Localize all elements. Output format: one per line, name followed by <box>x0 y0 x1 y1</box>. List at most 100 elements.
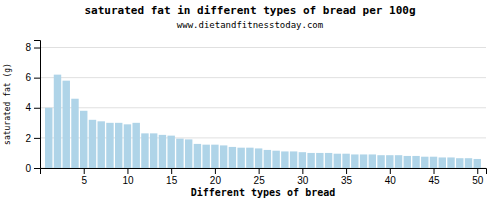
plot: 5 10 15 20 25 30 35 40 45 50 0 2 4 6 8 <box>25 41 486 187</box>
bar <box>474 159 481 168</box>
y-tick-label: 4 <box>25 102 31 113</box>
bar <box>369 154 376 168</box>
bar <box>124 124 131 168</box>
bar <box>351 154 358 168</box>
y-axis-line <box>34 41 41 169</box>
bar <box>316 153 323 168</box>
x-tick: 35 <box>341 168 353 186</box>
x-tick: 25 <box>254 168 266 186</box>
bar <box>80 111 87 168</box>
subtitle: www.dietandfitnesstoday.com <box>177 20 323 30</box>
bar <box>377 155 384 168</box>
x-axis-title: Different types of bread <box>191 187 336 198</box>
x-tick-label: 50 <box>472 175 484 186</box>
y-tick-mark <box>34 168 40 169</box>
y-tick-label: 0 <box>25 163 31 174</box>
x-tick-mark <box>434 168 435 174</box>
bar <box>54 75 61 168</box>
bars <box>45 75 481 168</box>
x-tick-mark <box>171 168 172 174</box>
y-axis: 0 2 4 6 8 <box>25 41 40 174</box>
y-tick: 4 <box>25 102 40 113</box>
bar <box>141 133 148 168</box>
y-tick-mark <box>34 78 40 79</box>
bar <box>63 81 70 168</box>
bar <box>71 99 78 168</box>
bar <box>246 148 253 168</box>
bar <box>272 151 279 168</box>
bar <box>229 147 236 168</box>
bar <box>439 157 446 168</box>
x-tick-mark <box>302 168 303 174</box>
x-tick: 10 <box>122 168 134 186</box>
bar <box>45 108 52 168</box>
y-tick-mark <box>34 138 40 139</box>
y-tick: 0 <box>25 163 40 174</box>
x-tick-label: 40 <box>385 175 397 186</box>
y-tick-mark <box>34 48 40 49</box>
x-tick-label: 5 <box>81 175 87 186</box>
x-tick: 50 <box>472 168 484 186</box>
x-tick-label: 30 <box>297 175 309 186</box>
bar <box>202 145 209 168</box>
title: saturated fat in different types of brea… <box>84 4 415 17</box>
bar <box>159 135 166 168</box>
bar <box>430 157 437 168</box>
bar <box>412 156 419 168</box>
bar <box>404 156 411 168</box>
y-tick-label: 2 <box>25 133 31 144</box>
grid <box>40 48 486 168</box>
y-tick: 2 <box>25 133 40 144</box>
bar <box>281 151 288 168</box>
bar <box>447 157 454 168</box>
bar <box>132 123 139 168</box>
bar <box>299 152 306 168</box>
chart: saturated fat in different types of brea… <box>0 0 500 200</box>
bar <box>167 136 174 168</box>
x-tick: 5 <box>81 168 87 186</box>
x-tick: 15 <box>166 168 178 186</box>
y-axis-title: saturated fat (g) <box>3 63 12 145</box>
bar <box>421 157 428 168</box>
bar <box>106 123 113 168</box>
bar <box>115 123 122 168</box>
x-tick-label: 45 <box>428 175 440 186</box>
x-tick-label: 10 <box>122 175 134 186</box>
y-tick-mark <box>34 108 40 109</box>
x-tick-mark <box>215 168 216 174</box>
bar <box>456 158 463 168</box>
bar <box>89 120 96 168</box>
x-tick: 30 <box>297 168 309 186</box>
x-tick-mark <box>346 168 347 174</box>
x-tick-label: 20 <box>210 175 222 186</box>
x-tick-mark <box>84 168 85 174</box>
bar <box>334 154 341 168</box>
grid-line <box>40 77 486 78</box>
bar <box>150 133 157 168</box>
x-axis: 5 10 15 20 25 30 35 40 45 50 <box>41 168 487 186</box>
bar <box>360 154 367 168</box>
grid-line <box>40 107 486 108</box>
x-tick-mark <box>127 168 128 174</box>
grid-line <box>40 47 486 48</box>
bar <box>386 155 393 168</box>
y-tick: 6 <box>25 72 40 83</box>
bar <box>185 139 192 168</box>
bar <box>342 154 349 168</box>
bar <box>194 144 201 168</box>
bar <box>237 148 244 168</box>
bar <box>176 139 183 168</box>
bar <box>395 155 402 168</box>
x-tick-mark <box>477 168 478 174</box>
y-tick-label: 8 <box>25 42 31 53</box>
x-tick-mark <box>259 168 260 174</box>
x-tick: 45 <box>428 168 440 186</box>
x-tick-label: 15 <box>166 175 178 186</box>
bar <box>97 121 104 168</box>
bar <box>255 148 262 168</box>
x-tick: 20 <box>210 168 222 186</box>
bar <box>264 150 271 168</box>
x-tick-mark <box>390 168 391 174</box>
bar <box>465 158 472 168</box>
bar <box>307 153 314 168</box>
